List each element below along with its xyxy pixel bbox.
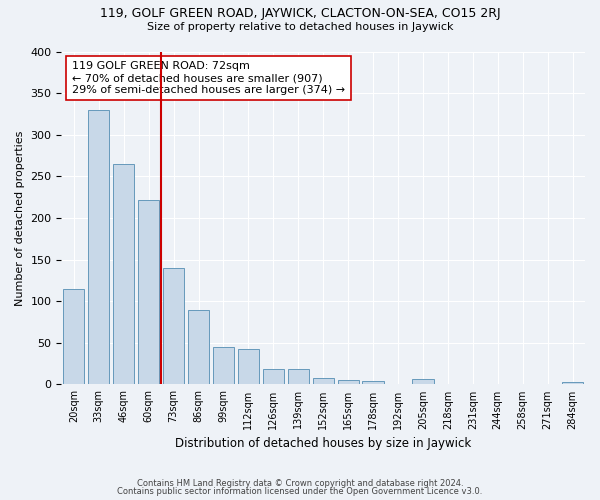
Text: 119 GOLF GREEN ROAD: 72sqm
← 70% of detached houses are smaller (907)
29% of sem: 119 GOLF GREEN ROAD: 72sqm ← 70% of deta… (72, 62, 345, 94)
Bar (213, 347, 234, 385)
Bar (113, 164, 134, 384)
Text: 119, GOLF GREEN ROAD, JAYWICK, CLACTON-ON-SEA, CO15 2RJ: 119, GOLF GREEN ROAD, JAYWICK, CLACTON-O… (100, 8, 500, 20)
Bar (63, 288, 85, 384)
Text: Contains HM Land Registry data © Crown copyright and database right 2024.: Contains HM Land Registry data © Crown c… (137, 478, 463, 488)
Bar (163, 268, 184, 384)
Y-axis label: Number of detached properties: Number of detached properties (15, 130, 25, 306)
Bar (412, 380, 434, 384)
Bar (562, 382, 583, 384)
Text: Contains public sector information licensed under the Open Government Licence v3: Contains public sector information licen… (118, 487, 482, 496)
Bar (188, 310, 209, 384)
Bar (338, 380, 359, 384)
Bar (287, 370, 309, 384)
Bar (362, 381, 383, 384)
Bar (138, 200, 159, 384)
Bar (238, 350, 259, 384)
Text: Size of property relative to detached houses in Jaywick: Size of property relative to detached ho… (147, 22, 453, 32)
X-axis label: Distribution of detached houses by size in Jaywick: Distribution of detached houses by size … (175, 437, 472, 450)
Bar (263, 370, 284, 384)
Bar (313, 378, 334, 384)
Bar (88, 110, 109, 384)
